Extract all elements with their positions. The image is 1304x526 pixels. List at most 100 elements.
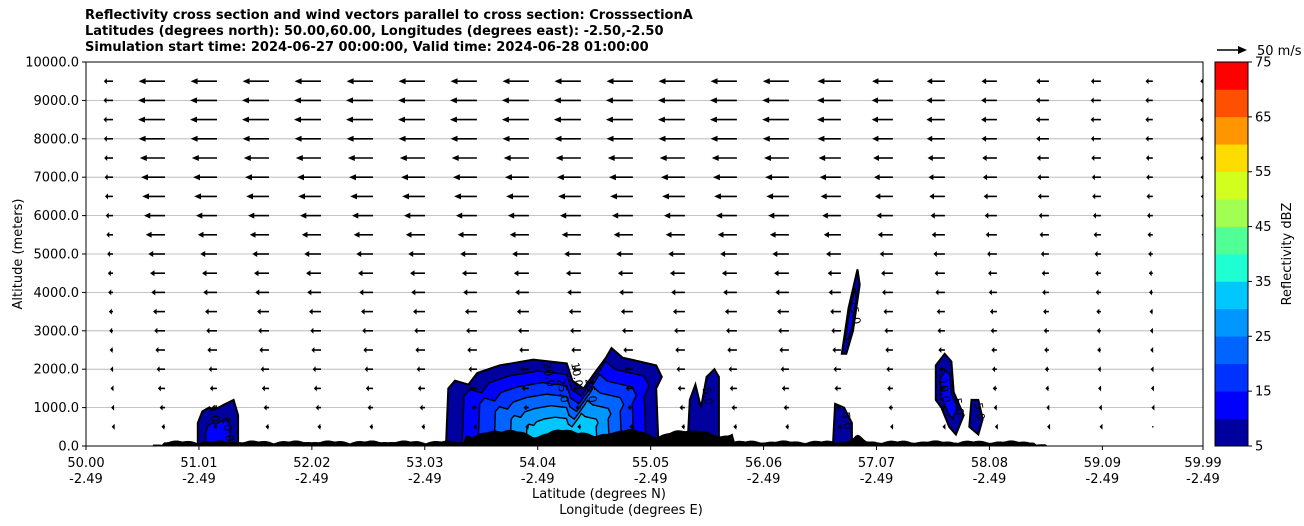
wind-vector-head [1090,135,1094,142]
wind-vector-head [981,135,987,142]
wind-vector-head [369,423,373,430]
wind-vector-head [248,212,255,219]
wind-vector-head [1200,135,1203,142]
wind-vector-head [416,366,420,373]
wind-vector-head [449,116,457,123]
wind-vector-head [930,212,935,219]
wind-vector-head [1095,270,1099,277]
wind-vectors [103,78,1203,430]
wind-vector-head [724,308,729,315]
echo-d-contour-label: 15.0 [846,299,863,325]
wind-vector-head [710,78,718,85]
wind-vector-head [674,327,678,334]
wind-vector-head [881,270,885,277]
wind-vector-head [983,193,988,200]
wind-vector-head [1036,78,1040,85]
x-tick-label-latitude: 54.04 [519,456,556,471]
wind-vector-head [1091,155,1095,161]
wind-vector-head [190,116,197,123]
wind-vector-head [1145,97,1149,104]
title-line-2: Latitudes (degrees north): 50.00,60.00, … [85,24,664,39]
x-tick-label-longitude: -2.49 [973,472,1007,487]
wind-vector-head [203,289,208,296]
colorbar-tick-label: 25 [1255,330,1272,345]
wind-vector-head [109,347,113,353]
wind-vector-head [662,193,669,200]
wind-vector-head [207,347,211,353]
wind-vector-head [502,135,510,142]
wind-vector-head [317,423,321,430]
wind-vector-head [398,135,406,142]
wind-vector-head [733,423,737,430]
wind-vector-head [454,193,461,200]
colorbar-segment [1215,62,1248,90]
wind-vector-head [1150,385,1154,392]
colorbar-segment [1215,89,1248,118]
wind-vector-head [361,308,365,315]
wind-vector-head [309,308,313,315]
wind-vector-head [502,78,510,85]
colorbar-tick-label: 35 [1255,275,1272,290]
wind-vector [1152,426,1154,428]
wind-vector-head [826,251,831,257]
wind-vector-head [297,174,304,181]
x-tick-label-longitude: -2.49 [634,472,668,487]
wind-vector-head [709,97,717,104]
x-tick-label-longitude: -2.49 [69,472,103,487]
wind-vector-head [512,251,518,257]
colorbar-segment [1215,363,1248,392]
wind-vector-head [624,366,628,373]
contour-labels: 5.010.020.025.010.025.0 5.015.05.010.05.0… [206,299,987,443]
wind-vector-head [1149,289,1152,296]
wind-vector-head [471,404,475,411]
wind-vector-head [822,212,828,219]
wind-vector-head [1095,289,1099,296]
wind-vector-head [1099,423,1103,430]
wind-vector-head [410,270,415,277]
echo-c-level-5 [686,367,720,446]
y-tick-label: 0.0 [58,440,79,455]
wind-vector-head [1092,193,1096,200]
wind-vector-head [450,78,458,85]
wind-vector-head [513,270,519,277]
y-tick-label: 2000.0 [34,363,80,378]
x-tick-label-latitude: 50.00 [67,456,104,471]
colorbar-tick-label: 5 [1255,440,1263,455]
wind-vector-head [571,347,575,353]
wind-vector-head [249,231,256,238]
wind-vector-head [985,231,989,238]
wind-vector-head [138,116,145,123]
wind-vector-head [876,212,882,219]
wind-vector-head [764,155,771,161]
wind-vector-head [464,308,469,315]
wind-vector-head [668,251,674,257]
wind-vector-head [837,423,841,430]
wind-vector-head [466,327,470,334]
wind-vector-head [451,155,459,161]
wind-vector-head [671,289,676,296]
wind-vector-head [405,231,412,238]
wind-vector-head [926,116,932,123]
wind-vector-head [1040,251,1044,257]
wind-vector-head [111,404,115,411]
wind-vector-head [310,327,314,334]
wind-vector-head [834,385,838,392]
title-line-1: Reflectivity cross section and wind vect… [85,8,693,23]
wind-vector-head [294,116,301,123]
echo-a-contour-label: 10.0 [219,416,236,442]
wind-vector-head [402,193,409,200]
wind-vector-head [981,97,986,104]
wind-vector-head [669,270,675,277]
wind-vector-head [461,270,467,277]
wind-vector-head [992,366,995,373]
wind-vector-head [469,385,473,392]
wind-vector-head [1097,347,1101,353]
wind-vector-head [553,97,561,104]
wind-vector-head [1047,423,1051,430]
wind-vector-head [816,116,824,123]
x-axis-ticks: 50.00-2.4951.01-2.4952.02-2.4953.03-2.49… [67,446,1222,487]
wind-vector-head [347,155,355,161]
quiver-key-arrow-head [1238,46,1247,54]
wind-vector-head [399,155,407,161]
wind-vector-head [619,289,624,296]
